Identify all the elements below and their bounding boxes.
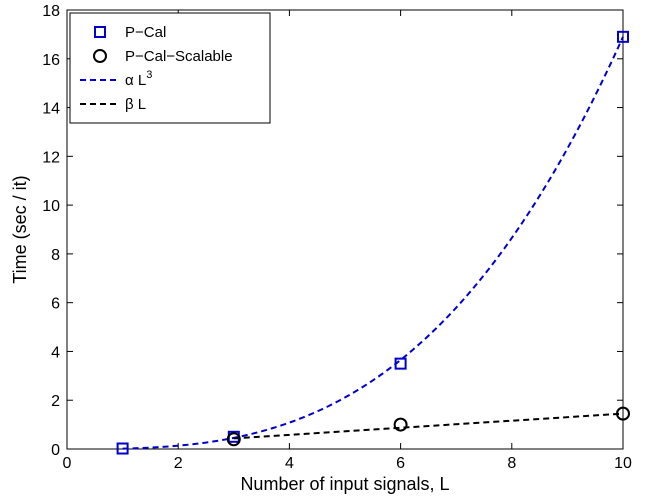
x-tick-label: 6 (396, 455, 405, 472)
legend-item-alpha-l3: α L3 (80, 69, 152, 89)
y-tick-label: 18 (42, 3, 60, 20)
y-tick-label: 2 (51, 393, 60, 410)
x-tick-label: 2 (174, 455, 183, 472)
legend-item-beta-l: β L (80, 96, 146, 113)
legend-marker-circle (93, 49, 107, 63)
data-point-p-cal-0 (116, 442, 129, 455)
legend-label-alpha-l3-exponent: 3 (146, 69, 152, 81)
y-tick-label: 4 (51, 344, 60, 361)
x-tick-label: 4 (285, 455, 294, 472)
legend-box (69, 12, 271, 124)
legend: P−Cal P−Cal−Scalable α L3 β L (69, 12, 271, 124)
y-tick-label: 12 (42, 149, 60, 166)
y-tick-label: 16 (42, 52, 60, 69)
data-point-p-cal-3 (617, 30, 629, 43)
series-curve-2 (122, 36, 624, 450)
data-point-p-cal-scalable-2 (616, 406, 630, 421)
data-point-p-cal-scalable-0 (226, 432, 241, 447)
legend-label-beta-l: β L (125, 96, 146, 113)
y-tick-label: 10 (42, 198, 60, 215)
y-axis-label: Time (sec / it) (10, 175, 30, 283)
y-tick-label: 0 (51, 442, 60, 459)
legend-label-p-cal-scalable: P−Cal−Scalable (125, 48, 233, 65)
data-point-p-cal-2 (394, 357, 407, 370)
axes-frame (66, 9, 624, 450)
x-tick-label: 10 (614, 455, 632, 472)
legend-label-alpha-l3: α L3 (125, 69, 152, 89)
axis-ticks: 0 2 4 6 8 10 0 2 4 6 8 10 12 14 16 18 (42, 3, 632, 472)
x-tick-label: 0 (63, 455, 72, 472)
legend-marker-square (94, 26, 106, 38)
plot-area (66, 9, 630, 455)
legend-label-alpha-l3-base: α L (125, 72, 146, 89)
legend-label-p-cal: P−Cal (125, 24, 166, 41)
x-tick-label: 8 (507, 455, 516, 472)
y-tick-label: 14 (42, 101, 60, 118)
legend-item-p-cal: P−Cal (94, 24, 166, 41)
y-tick-label: 6 (51, 296, 60, 313)
x-axis-label: Number of input signals, L (240, 474, 449, 494)
series-curve-3 (233, 412, 624, 440)
data-point-p-cal-scalable-1 (393, 417, 408, 432)
y-tick-label: 8 (51, 247, 60, 264)
legend-item-p-cal-scalable: P−Cal−Scalable (93, 48, 233, 65)
